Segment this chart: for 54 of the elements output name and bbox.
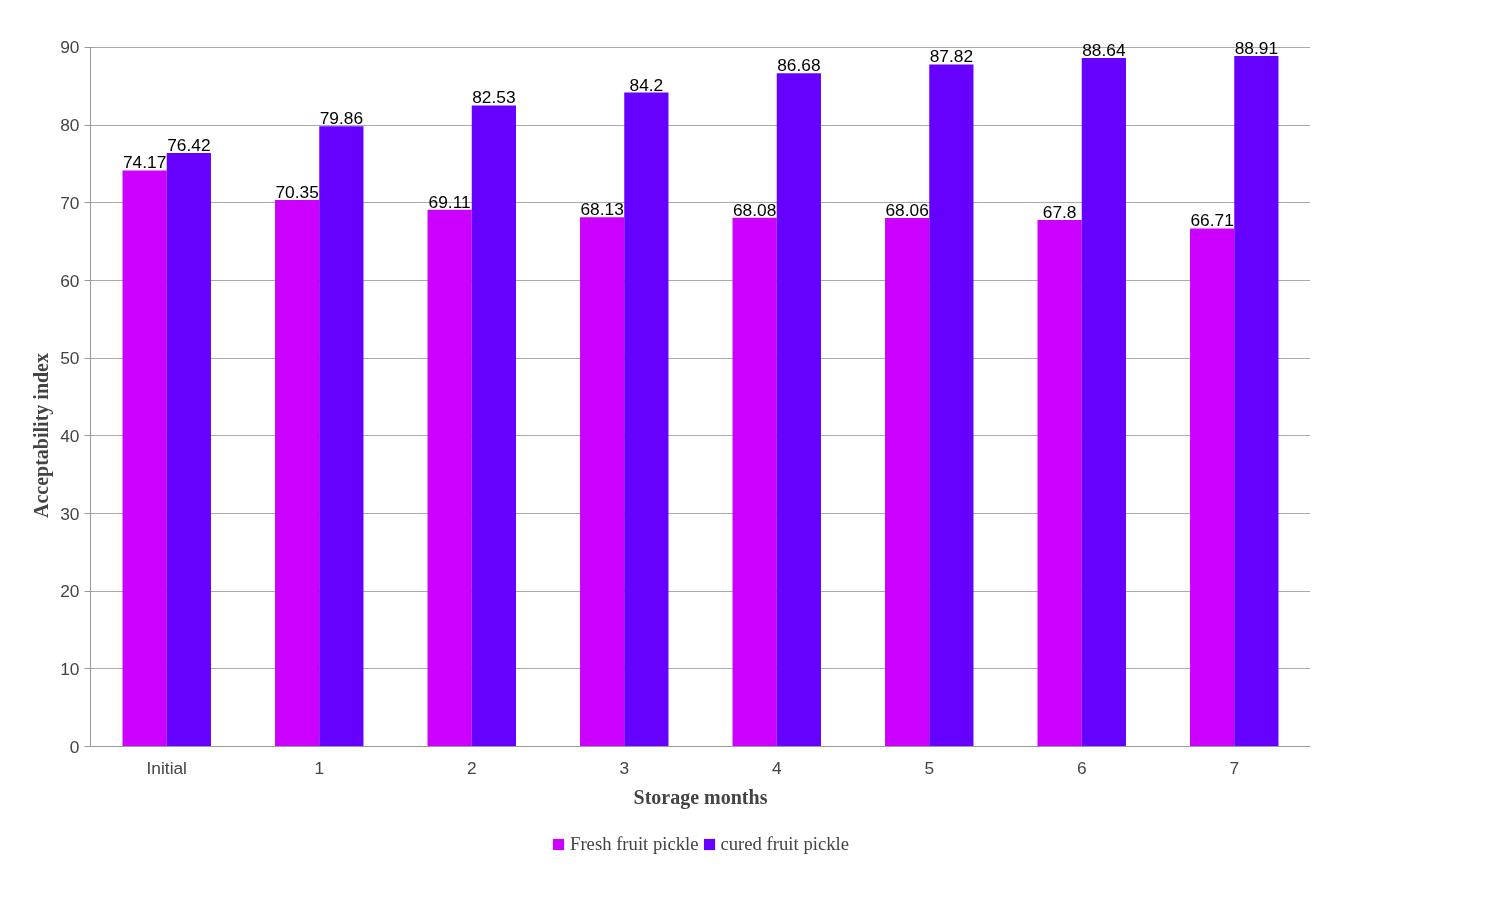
bar <box>732 217 777 747</box>
data-label: 82.53 <box>472 87 516 108</box>
bar <box>427 209 472 747</box>
bar <box>166 152 211 747</box>
data-label: 66.71 <box>1190 210 1234 231</box>
bar <box>319 126 364 747</box>
data-label: 88.64 <box>1082 40 1126 61</box>
legend-label: Fresh fruit pickle <box>570 833 699 855</box>
y-axis-title: Acceptability index <box>30 353 54 518</box>
y-tick-label: 10 <box>60 658 80 679</box>
data-label: 79.86 <box>319 108 364 129</box>
x-tick-label: 4 <box>771 757 782 778</box>
y-tick-label: 20 <box>60 581 80 602</box>
data-label: 67.8 <box>1042 201 1077 222</box>
data-label: 68.08 <box>732 199 777 220</box>
data-label: 87.82 <box>929 46 974 67</box>
legend-label: cured fruit pickle <box>720 833 849 855</box>
data-label: 70.35 <box>275 182 319 203</box>
data-label: 74.17 <box>122 152 167 173</box>
bar <box>275 200 320 747</box>
x-tick-label: 3 <box>619 757 630 778</box>
data-label: 88.91 <box>1234 37 1279 58</box>
bar <box>1081 58 1126 747</box>
bar <box>1190 228 1235 747</box>
bar <box>471 105 516 747</box>
data-label: 76.42 <box>167 134 211 155</box>
data-label: 86.68 <box>777 55 821 76</box>
bar <box>1037 219 1082 747</box>
bar <box>580 217 625 747</box>
y-tick-label: 30 <box>60 503 80 524</box>
x-tick-label: 2 <box>466 757 477 778</box>
x-tick-label: 1 <box>314 757 325 778</box>
x-axis-title: Storage months <box>633 785 768 809</box>
x-tick-label: 7 <box>1229 757 1240 778</box>
y-tick-label: 50 <box>60 348 80 369</box>
data-label: 68.06 <box>885 199 929 220</box>
y-tick-label: 80 <box>60 115 80 136</box>
y-tick-label: 70 <box>60 192 80 213</box>
y-tick-label: 60 <box>60 270 80 291</box>
x-tick-label: Initial <box>146 757 187 778</box>
bar <box>1234 55 1279 747</box>
data-label: 68.13 <box>580 199 624 220</box>
y-tick-label: 90 <box>60 37 80 58</box>
y-tick-label: 40 <box>60 425 80 446</box>
bar <box>929 64 974 747</box>
x-tick-label: 6 <box>1076 757 1087 778</box>
data-label: 84.2 <box>629 74 664 95</box>
bar <box>776 73 821 747</box>
data-label: 69.11 <box>428 191 471 212</box>
bar <box>122 170 167 747</box>
bar <box>624 92 669 747</box>
x-tick-label: 5 <box>924 757 935 778</box>
y-tick-label: 0 <box>69 736 80 757</box>
bar <box>885 217 930 747</box>
